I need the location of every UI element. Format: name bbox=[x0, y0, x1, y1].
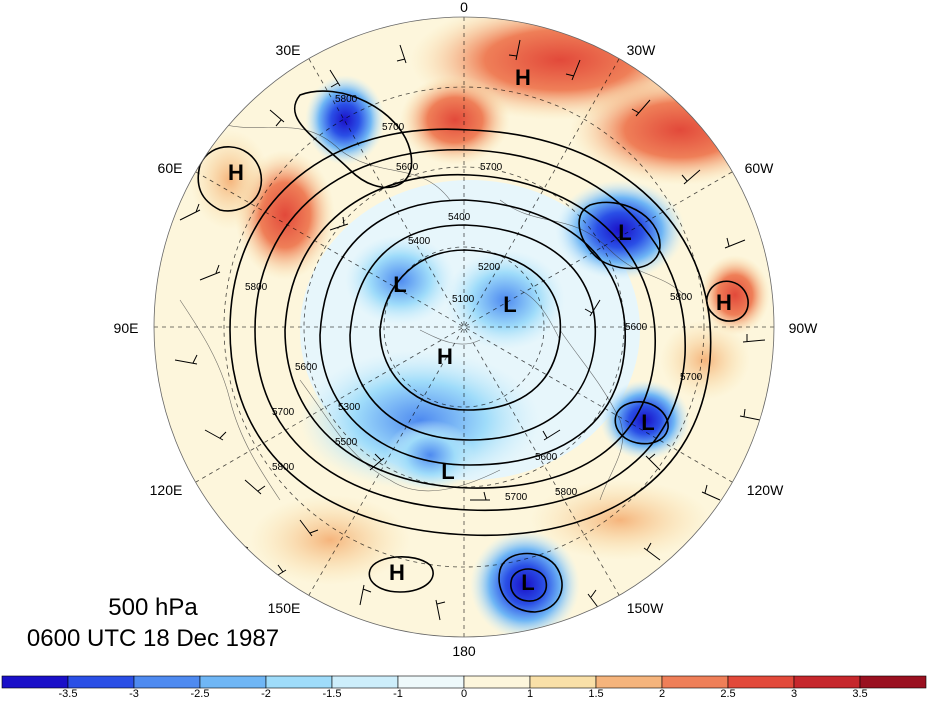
high-marker: H bbox=[515, 65, 531, 90]
contour-label: 5200 bbox=[478, 262, 501, 273]
colorbar-tick-label: -3 bbox=[129, 688, 139, 700]
contour-label: 5800 bbox=[555, 487, 578, 498]
contour-label: 5100 bbox=[452, 294, 475, 305]
lon-label-90w: 90W bbox=[788, 320, 818, 336]
colorbar-bin bbox=[595, 675, 663, 689]
low-marker: L bbox=[441, 459, 454, 484]
anomaly-field bbox=[154, 17, 774, 637]
contour-label: 5400 bbox=[448, 212, 471, 223]
contour-label: 5700 bbox=[680, 372, 703, 383]
contour-label: 5700 bbox=[272, 407, 295, 418]
contour-label: 5800 bbox=[272, 462, 295, 473]
colorbar-bin bbox=[529, 675, 597, 689]
colorbar-tick-label: -2.5 bbox=[190, 688, 210, 700]
contour-label-group: 5800 5700 5600 5800 5700 5600 5500 5300 … bbox=[245, 94, 703, 503]
high-marker: H bbox=[228, 160, 244, 185]
lon-label-90e: 90E bbox=[113, 320, 139, 336]
low-marker: L bbox=[393, 272, 406, 297]
high-marker: H bbox=[437, 344, 453, 369]
colorbar-tick-label: 2.5 bbox=[720, 688, 736, 700]
colorbar-bin bbox=[727, 675, 795, 689]
contour-label: 5500 bbox=[335, 437, 358, 448]
colorbar-tick-label: -1 bbox=[393, 688, 403, 700]
colorbar-tick-label: 2 bbox=[658, 688, 666, 700]
colorbar-bin bbox=[463, 675, 531, 689]
contour-label: 5800 bbox=[670, 292, 693, 303]
colorbar-tick-label: 1.5 bbox=[588, 688, 604, 700]
colorbar-bin bbox=[397, 675, 465, 689]
lon-label-180: 180 bbox=[452, 643, 476, 659]
lon-label-120e: 120E bbox=[149, 482, 183, 498]
colorbar-bin bbox=[133, 675, 201, 689]
colorbar-tick-label: -2 bbox=[261, 688, 271, 700]
colorbar-bin bbox=[265, 675, 333, 689]
height-contours bbox=[197, 90, 749, 613]
contour-label: 5600 bbox=[625, 322, 648, 333]
low-marker: L bbox=[641, 410, 654, 435]
colorbar-tick-label: -1.5 bbox=[322, 688, 342, 700]
low-marker: L bbox=[618, 220, 631, 245]
lon-label-150e: 150E bbox=[267, 600, 301, 616]
graticule bbox=[154, 17, 774, 637]
lon-label-60w: 60W bbox=[744, 160, 774, 176]
colorbar-tick-label: 1 bbox=[526, 688, 534, 700]
contour-label: 5400 bbox=[408, 236, 431, 247]
contour-label: 5700 bbox=[480, 162, 503, 173]
pressure-level-title: 500 hPa bbox=[108, 594, 198, 621]
high-marker: H bbox=[389, 560, 405, 585]
lon-label-60e: 60E bbox=[157, 160, 183, 176]
lon-label-0: 0 bbox=[460, 0, 468, 15]
contour-label: 5600 bbox=[295, 362, 318, 373]
contour-label: 5300 bbox=[338, 402, 361, 413]
colorbar-bin bbox=[859, 675, 927, 689]
high-marker: H bbox=[716, 290, 732, 315]
contour-label: 5700 bbox=[382, 122, 405, 133]
colorbar-bin bbox=[67, 675, 135, 689]
contour-label: 5600 bbox=[535, 452, 558, 463]
colorbar-tick-label: 0 bbox=[460, 688, 468, 700]
colorbar-bin bbox=[199, 675, 267, 689]
contour-label: 5800 bbox=[245, 282, 268, 293]
lon-label-30w: 30W bbox=[626, 42, 656, 58]
date-time-title: 0600 UTC 18 Dec 1987 bbox=[26, 625, 280, 652]
colorbar-bin bbox=[793, 675, 861, 689]
colorbar-tick-label: 3.5 bbox=[852, 688, 868, 700]
contour-label: 5800 bbox=[335, 94, 358, 105]
lon-label-120w: 120W bbox=[746, 482, 784, 498]
colorbar-bin bbox=[661, 675, 729, 689]
colorbar bbox=[1, 675, 927, 689]
colorbar-bin bbox=[1, 675, 69, 689]
contour-label: 5700 bbox=[505, 492, 528, 503]
colorbar-tick-label: -3.5 bbox=[58, 688, 78, 700]
map-boundary bbox=[153, 16, 775, 638]
lon-label-150w: 150W bbox=[626, 600, 664, 616]
lon-label-30e: 30E bbox=[275, 42, 301, 58]
low-marker: L bbox=[503, 292, 516, 317]
colorbar-bin bbox=[331, 675, 399, 689]
pressure-system-group: H H H H H L L L L L L bbox=[228, 65, 732, 595]
low-marker: L bbox=[521, 570, 534, 595]
contour-label: 5600 bbox=[396, 162, 419, 173]
colorbar-tick-label: 3 bbox=[790, 688, 798, 700]
